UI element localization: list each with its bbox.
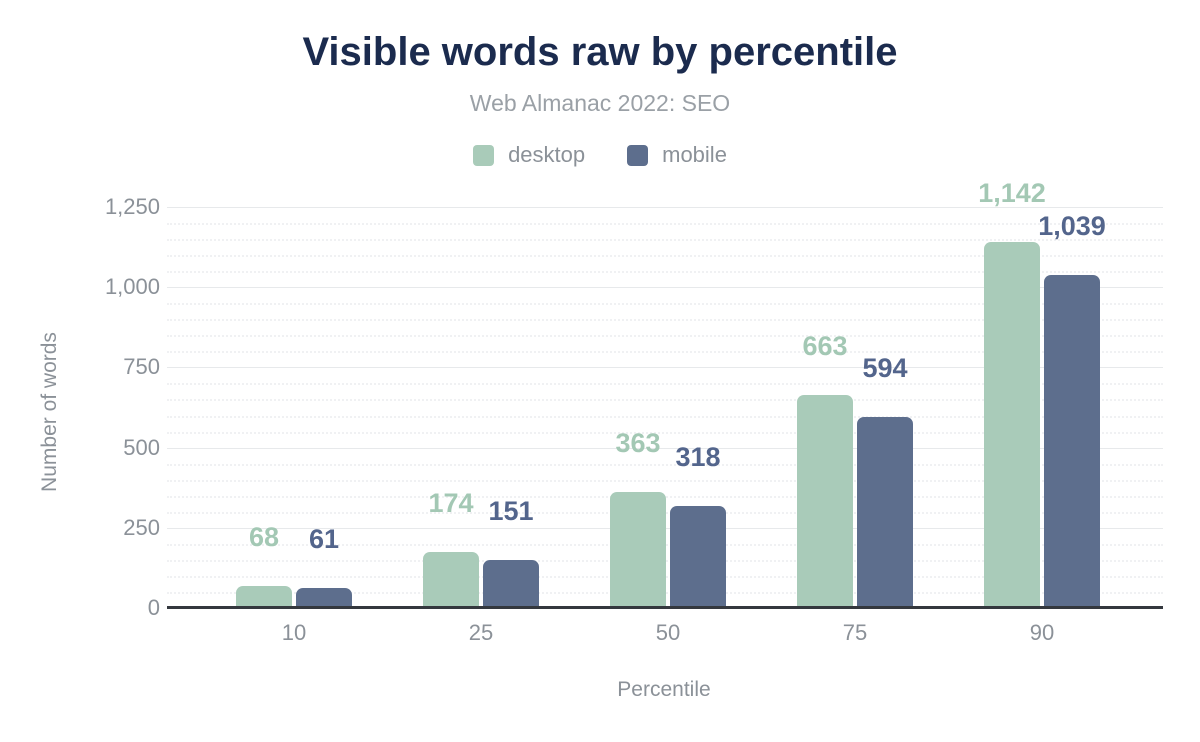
mobile-swatch-icon bbox=[627, 144, 649, 166]
bar-mobile-p50 bbox=[670, 505, 726, 608]
bar-desktop-p25 bbox=[423, 552, 479, 608]
value-label-desktop-p10: 68 bbox=[248, 522, 280, 553]
minor-gridline bbox=[167, 463, 1163, 466]
minor-gridline bbox=[167, 335, 1163, 338]
x-axis-line bbox=[167, 606, 1163, 609]
minor-gridline bbox=[167, 399, 1163, 402]
value-label-mobile-p90: 1,039 bbox=[1038, 210, 1106, 241]
desktop-swatch-icon bbox=[473, 144, 495, 166]
minor-gridline bbox=[167, 479, 1163, 482]
bar-mobile-p10 bbox=[296, 588, 352, 608]
bar-mobile-p90 bbox=[1044, 274, 1100, 608]
chart-legend: desktop mobile bbox=[0, 142, 1200, 168]
y-tick-label: 1,250 bbox=[104, 194, 160, 219]
x-tick-label: 75 bbox=[842, 620, 868, 645]
y-tick-label: 250 bbox=[123, 514, 160, 540]
minor-gridline bbox=[167, 271, 1163, 274]
value-label-mobile-p50: 318 bbox=[675, 441, 721, 472]
x-axis-title: Percentile bbox=[617, 678, 711, 701]
bar-desktop-p75 bbox=[797, 395, 853, 608]
legend-item-desktop: desktop bbox=[473, 142, 585, 168]
minor-gridline bbox=[167, 431, 1163, 434]
major-gridline bbox=[167, 207, 1163, 208]
value-label-mobile-p25: 151 bbox=[488, 495, 534, 526]
x-tick-label: 10 bbox=[281, 620, 307, 645]
bar-desktop-p50 bbox=[610, 491, 666, 608]
bar-desktop-p90 bbox=[984, 241, 1040, 608]
x-tick-label: 90 bbox=[1029, 620, 1055, 645]
y-tick-label: 1,000 bbox=[104, 274, 160, 300]
bar-desktop-p10 bbox=[236, 586, 292, 608]
y-tick-label: 750 bbox=[123, 354, 160, 380]
value-label-desktop-p25: 174 bbox=[428, 488, 474, 519]
value-label-mobile-p75: 594 bbox=[862, 353, 908, 384]
value-label-desktop-p75: 663 bbox=[802, 331, 848, 362]
major-gridline bbox=[167, 447, 1163, 449]
major-gridline bbox=[167, 367, 1163, 369]
legend-item-mobile: mobile bbox=[627, 142, 727, 168]
chart-title: Visible words raw by percentile bbox=[302, 30, 898, 74]
bar-mobile-p25 bbox=[483, 559, 539, 608]
x-tick-label: 25 bbox=[468, 620, 494, 645]
minor-gridline bbox=[167, 255, 1163, 258]
value-label-desktop-p90: 1,142 bbox=[978, 177, 1046, 208]
minor-gridline bbox=[167, 383, 1163, 386]
minor-gridline bbox=[167, 319, 1163, 322]
minor-gridline bbox=[167, 303, 1163, 306]
minor-gridline bbox=[167, 351, 1163, 354]
y-tick-label: 0 bbox=[147, 595, 160, 620]
chart-subtitle: Web Almanac 2022: SEO bbox=[469, 90, 731, 116]
legend-label-desktop: desktop bbox=[508, 142, 586, 167]
x-tick-label: 50 bbox=[655, 620, 681, 645]
bar-mobile-p75 bbox=[857, 417, 913, 608]
minor-gridline bbox=[167, 223, 1163, 226]
y-axis-title: Number of words bbox=[38, 332, 61, 492]
value-label-mobile-p10: 61 bbox=[308, 524, 340, 555]
minor-gridline bbox=[167, 415, 1163, 418]
major-gridline bbox=[167, 287, 1163, 289]
minor-gridline bbox=[167, 239, 1163, 242]
y-tick-label: 500 bbox=[123, 434, 160, 460]
legend-label-mobile: mobile bbox=[662, 142, 727, 167]
value-label-desktop-p50: 363 bbox=[615, 427, 661, 458]
